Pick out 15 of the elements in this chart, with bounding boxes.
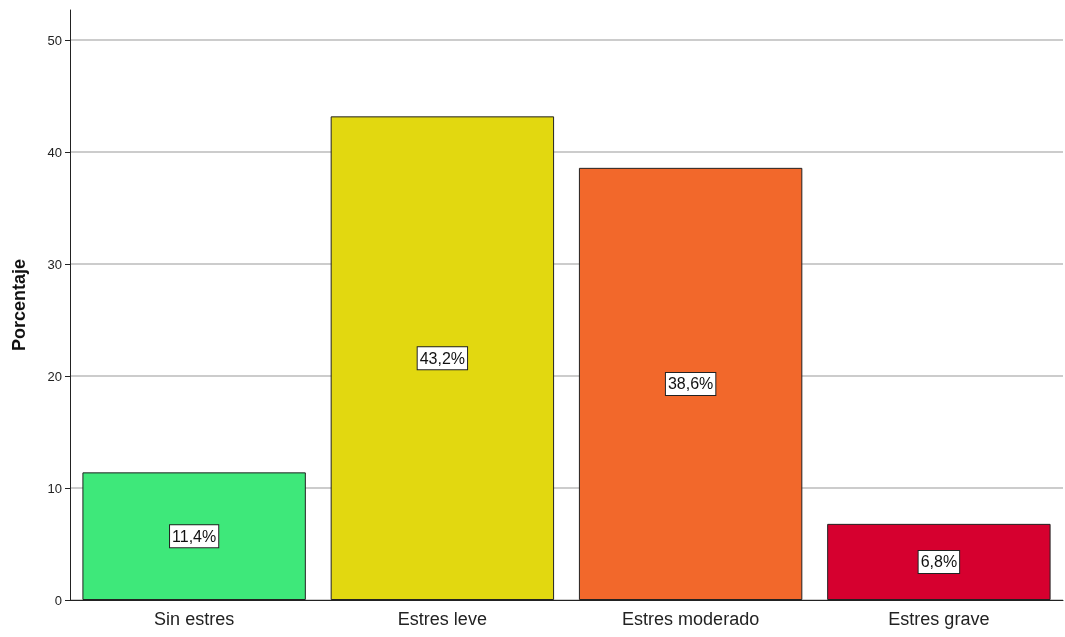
x-tick-label: Sin estres <box>154 609 235 629</box>
y-axis-title: Porcentaje <box>9 258 29 352</box>
y-tick-label: 50 <box>47 32 62 48</box>
x-tick-label: Estres leve <box>397 609 487 629</box>
y-tick-label: 30 <box>47 256 62 272</box>
y-tick-label: 10 <box>47 480 62 496</box>
y-tick-label: 0 <box>54 592 62 608</box>
x-tick-label: Estres grave <box>888 609 990 629</box>
y-tick-label: 40 <box>47 144 62 160</box>
data-label: 11,4% <box>172 527 217 545</box>
data-label: 38,6% <box>667 375 714 393</box>
data-label: 6,8% <box>920 553 958 571</box>
data-label: 43,2% <box>419 349 466 367</box>
y-tick-label: 20 <box>47 368 62 384</box>
x-tick-label: Estres moderado <box>622 609 760 629</box>
